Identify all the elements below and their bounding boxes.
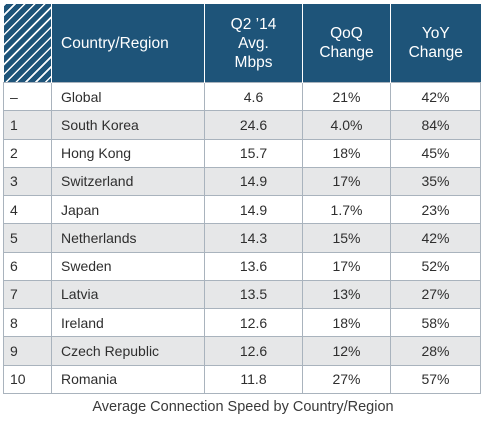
avg-mbps-cell: 13.5 [204,279,303,310]
avg-mbps-cell: 12.6 [204,336,303,366]
qoq-change-cell: 1.7% [302,195,391,225]
table-row: 4 Japan 14.9 1.7% 23% [3,195,481,225]
header-avg-mbps-line3: Mbps [234,53,273,71]
header-avg-mbps: Q2 ’14 Avg. Mbps [204,4,303,83]
header-qoq-change: QoQ Change [302,4,391,83]
qoq-change-cell: 4.0% [302,110,391,140]
qoq-change-cell: 21% [302,81,391,112]
header-avg-mbps-line2: Avg. [238,34,269,52]
yoy-change-cell: 45% [390,138,481,168]
avg-mbps-cell: 14.9 [204,166,303,197]
table-row: 9 Czech Republic 12.6 12% 28% [3,336,481,366]
header-country-region: Country/Region [51,4,205,83]
yoy-change-cell: 42% [390,223,481,253]
qoq-change-cell: 18% [302,138,391,168]
header-yoy-change: YoY Change [390,4,481,83]
rank-cell: 5 [3,223,52,253]
rank-cell: 7 [3,279,52,310]
rank-cell: 2 [3,138,52,168]
table-row: 6 Sweden 13.6 17% 52% [3,251,481,281]
rank-cell: 9 [3,336,52,366]
qoq-change-cell: 12% [302,336,391,366]
avg-mbps-cell: 14.3 [204,223,303,253]
avg-mbps-cell: 15.7 [204,138,303,168]
rank-cell: – [3,81,52,112]
table-row: 2 Hong Kong 15.7 18% 45% [3,138,481,168]
country-cell: Sweden [51,251,205,281]
country-cell: Japan [51,195,205,225]
avg-mbps-cell: 11.8 [204,364,303,395]
country-cell: Ireland [51,308,205,338]
country-cell: South Korea [51,110,205,140]
header-qoq-line2: Change [319,44,374,61]
rank-cell: 3 [3,166,52,197]
rank-cell: 10 [3,364,52,395]
header-hatch-cell [3,4,52,83]
yoy-change-cell: 23% [390,195,481,225]
qoq-change-cell: 27% [302,364,391,395]
qoq-change-cell: 17% [302,166,391,197]
country-cell: Latvia [51,279,205,310]
yoy-change-cell: 35% [390,166,481,197]
header-yoy-line2: Change [408,44,463,61]
country-cell: Romania [51,364,205,395]
rank-cell: 6 [3,251,52,281]
avg-mbps-cell: 4.6 [204,81,303,112]
avg-mbps-cell: 12.6 [204,308,303,338]
table-row: 10 Romania 11.8 27% 57% [3,364,481,395]
table-row: 3 Switzerland 14.9 17% 35% [3,166,481,197]
country-cell: Czech Republic [51,336,205,366]
yoy-change-cell: 27% [390,279,481,310]
rank-cell: 1 [3,110,52,140]
table-body: – Global 4.6 21% 42% 1 South Korea 24.6 4.0% 84% 2… [3,81,481,395]
country-cell: Global [51,81,205,112]
qoq-change-cell: 13% [302,279,391,310]
yoy-change-cell: 28% [390,336,481,366]
table-row: 1 South Korea 24.6 4.0% 84% [3,110,481,140]
table-row: – Global 4.6 21% 42% [3,81,481,112]
table-header-row: Country/Region Q2 ’14 Avg. Mbps QoQ Chan… [3,4,481,83]
rank-cell: 4 [3,195,52,225]
yoy-change-cell: 52% [390,251,481,281]
qoq-change-cell: 18% [302,308,391,338]
qoq-change-cell: 15% [302,223,391,253]
table-row: 8 Ireland 12.6 18% 58% [3,308,481,338]
header-qoq-line1: QoQ [330,25,363,42]
yoy-change-cell: 57% [390,364,481,395]
yoy-change-cell: 84% [390,110,481,140]
country-cell: Switzerland [51,166,205,197]
avg-mbps-cell: 13.6 [204,251,303,281]
header-yoy-line1: YoY [421,25,450,42]
avg-mbps-cell: 14.9 [204,195,303,225]
country-cell: Netherlands [51,223,205,253]
chart-caption: Average Connection Speed by Country/Regi… [92,399,394,415]
table-row: 7 Latvia 13.5 13% 27% [3,279,481,310]
yoy-change-cell: 42% [390,81,481,112]
yoy-change-cell: 58% [390,308,481,338]
country-cell: Hong Kong [51,138,205,168]
rank-cell: 8 [3,308,52,338]
speed-table: Country/Region Q2 ’14 Avg. Mbps QoQ Chan… [3,4,481,395]
table-row: 5 Netherlands 14.3 15% 42% [3,223,481,253]
avg-mbps-cell: 24.6 [204,110,303,140]
qoq-change-cell: 17% [302,251,391,281]
header-avg-mbps-line1: Q2 ’14 [230,15,277,33]
